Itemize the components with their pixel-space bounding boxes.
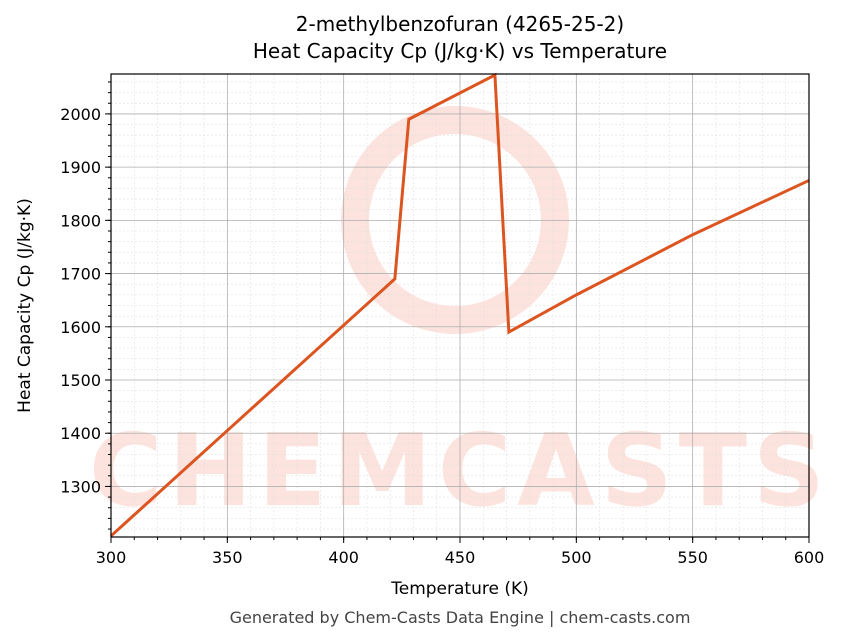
footer-credit: Generated by Chem-Casts Data Engine | ch… bbox=[229, 608, 691, 627]
y-axis-label: Heat Capacity Cp (J/kg·K) bbox=[15, 198, 35, 413]
y-tick-label: 1500 bbox=[60, 371, 101, 390]
x-tick-label: 400 bbox=[328, 548, 359, 567]
x-tick-label: 550 bbox=[677, 548, 708, 567]
x-tick-label: 500 bbox=[561, 548, 592, 567]
y-tick-label: 1600 bbox=[60, 318, 101, 337]
y-tick-label: 1900 bbox=[60, 158, 101, 177]
y-tick-label: 1700 bbox=[60, 265, 101, 284]
data-line-cp bbox=[109, 72, 810, 538]
x-tick-label: 450 bbox=[445, 548, 476, 567]
y-tick-label: 1800 bbox=[60, 211, 101, 230]
chart-title-line2: Heat Capacity Cp (J/kg·K) vs Temperature bbox=[252, 39, 668, 63]
x-tick-label: 600 bbox=[794, 548, 825, 567]
chart-title-line1: 2-methylbenzofuran (4265-25-2) bbox=[295, 12, 625, 36]
y-tick-label: 2000 bbox=[60, 105, 101, 124]
y-tick-label: 1400 bbox=[60, 424, 101, 443]
x-axis-label: Temperature (K) bbox=[390, 579, 529, 599]
x-tick-label: 350 bbox=[212, 548, 243, 567]
watermark-text: CHEMCASTS bbox=[89, 412, 831, 529]
y-tick-label: 1300 bbox=[60, 477, 101, 496]
x-tick-label: 300 bbox=[96, 548, 127, 567]
